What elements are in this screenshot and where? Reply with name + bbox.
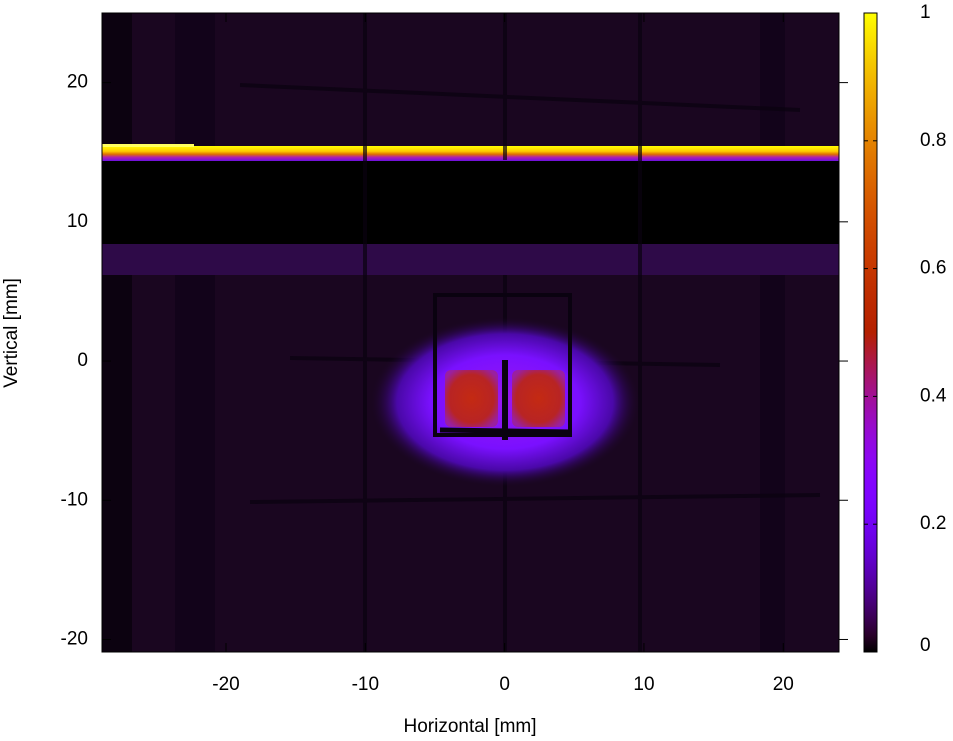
x-tick-label: 20 (773, 674, 794, 695)
colorbar-tick-label: 1 (920, 2, 931, 23)
x-tick-label: -10 (352, 674, 379, 695)
colorbar-tick-label: 0.4 (920, 385, 947, 406)
y-tick-label: 0 (77, 350, 88, 371)
y-tick-label: -10 (61, 489, 88, 510)
y-axis-label: Vertical [mm] (1, 278, 22, 388)
y-tick-label: -20 (61, 628, 88, 649)
x-tick-label: 0 (499, 674, 510, 695)
colorbar-tick-label: 0.8 (920, 130, 946, 151)
x-tick-label: 10 (633, 674, 654, 695)
y-tick-label: 10 (67, 211, 88, 232)
x-axis-label: Horizontal [mm] (403, 716, 536, 737)
colorbar-tick-label: 0.6 (920, 258, 946, 279)
y-tick-label: 20 (67, 72, 88, 93)
x-tick-label: -20 (212, 674, 239, 695)
plot-border (101, 12, 840, 653)
heatmap-image (102, 13, 839, 652)
colorbar-tick-label: 0 (920, 635, 931, 656)
colorbar-tick-label: 0.2 (920, 513, 946, 534)
colorbar (863, 12, 878, 653)
